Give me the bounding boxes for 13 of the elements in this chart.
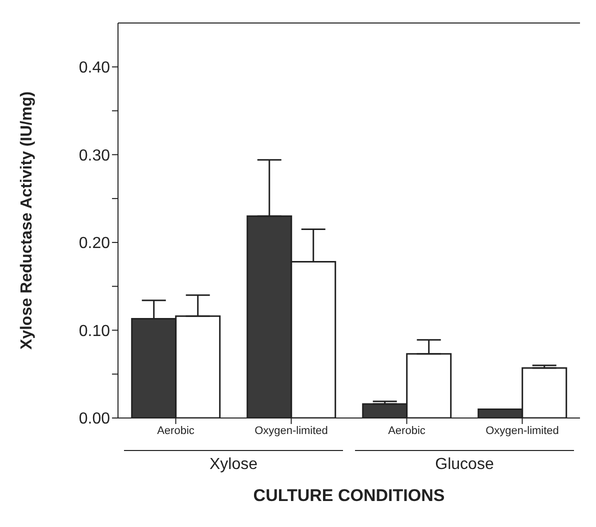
y-axis-title: Xylose Reductase Activity (IU/mg) (18, 91, 36, 350)
x-tick-label: Oxygen-limited (486, 424, 559, 437)
text: Xylose (208, 456, 259, 474)
y-tick-label: 0.00 (78, 410, 110, 428)
x-tick-label: Aerobic (388, 424, 426, 437)
y-tick-label: 0.30 (78, 147, 110, 164)
x-tick-label: Aerobic (157, 424, 195, 437)
y-tick-label: 0.10 (78, 322, 110, 340)
x-axis-title: CULTURE CONDITIONS (252, 486, 446, 506)
text: Glucose (434, 456, 495, 474)
y-tick-label: 0.40 (78, 60, 110, 77)
y-tick-label: 0.20 (78, 235, 110, 252)
x-tick-label: Oxygen-limited (254, 424, 328, 437)
